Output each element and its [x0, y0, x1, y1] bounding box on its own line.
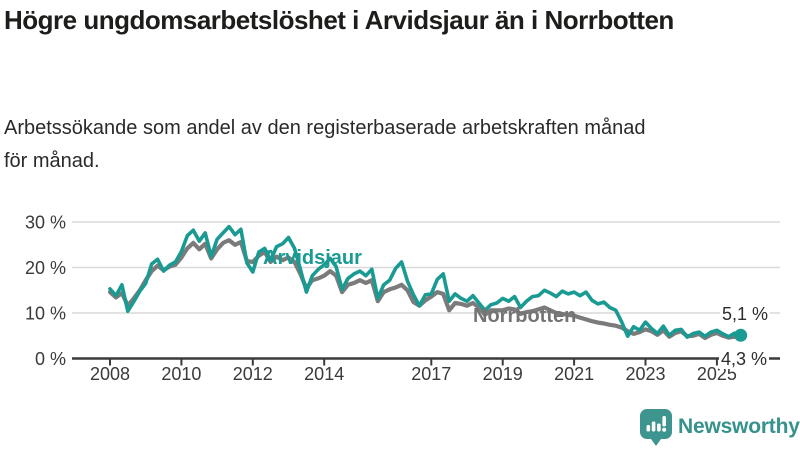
end-value-label-norrbotten: 4,3 %: [719, 349, 769, 369]
y-axis-label: 0 %: [35, 349, 66, 369]
x-axis-label: 2012: [233, 364, 273, 384]
x-axis-label: 2019: [483, 364, 523, 384]
y-axis-label: 30 %: [25, 213, 66, 233]
norrbotten-line: [107, 238, 743, 341]
x-axis-label: 2008: [90, 364, 130, 384]
series-label-norrbotten: Norrbotten: [473, 305, 577, 327]
arvidsjaur-end-dot: [734, 328, 748, 342]
end-value-label-arvidsjaur: 5,1 %: [720, 304, 770, 324]
page-title: Högre ungdomsarbetslöshet i Arvidsjaur ä…: [4, 5, 674, 35]
chart-canvas: 30 % 20 % 10 % 0 % 2008 2010 2012 2014 2017 2019 2…: [25, 213, 780, 384]
series-label-arvidsjaur: Arvidsjaur: [263, 247, 362, 269]
x-axis-label: 2017: [411, 364, 451, 384]
y-axis-label: 10 %: [25, 304, 66, 324]
x-axis-label: 2010: [161, 364, 201, 384]
x-axis-label: 2023: [625, 364, 665, 384]
y-axis-label: 20 %: [25, 258, 66, 278]
line-chart: 30 % 20 % 10 % 0 % 2008 2010 2012 2014 2017 2019 2…: [0, 195, 800, 400]
brand-name: Newsworthy: [678, 415, 800, 438]
newsworthy-logo-icon: [640, 409, 672, 446]
x-axis-label: 2014: [304, 364, 344, 384]
arvidsjaur-line: [108, 224, 743, 339]
brand-footer: Newsworthy: [640, 409, 800, 447]
page-subtitle: Arbetssökande som andel av den registerb…: [4, 117, 646, 172]
x-axis-label: 2021: [554, 364, 594, 384]
x-axis-label: 2025: [697, 364, 737, 384]
